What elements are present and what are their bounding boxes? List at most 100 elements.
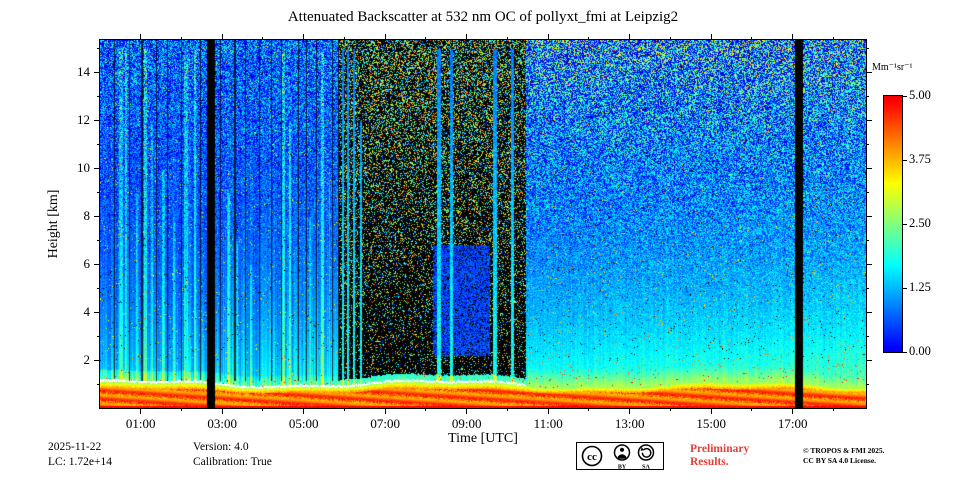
x-tick-major xyxy=(792,408,794,414)
footer-date: 2025-11-22 xyxy=(48,441,102,453)
x-tick-minor-top xyxy=(832,37,834,40)
footer-lc: LC: 1.72e+14 xyxy=(48,456,112,468)
copyright-note: © TROPOS & FMI 2025. CC BY SA 4.0 Licens… xyxy=(803,446,885,466)
x-tick-major xyxy=(140,408,142,414)
x-tick-major-top xyxy=(547,34,549,40)
x-tick-label: 17:00 xyxy=(777,416,808,431)
x-tick-minor-top xyxy=(425,37,427,40)
x-tick-major xyxy=(547,408,549,414)
preliminary-line2: Results. xyxy=(690,456,729,468)
x-tick-minor-top xyxy=(751,37,753,40)
x-tick-minor-top xyxy=(588,37,590,40)
footer-calibration: Calibration: True xyxy=(193,456,272,468)
sa-arrow-head xyxy=(640,447,645,451)
y-tick-major-right xyxy=(866,359,872,361)
plot-title: Attenuated Backscatter at 532 nm OC of p… xyxy=(287,9,679,25)
x-tick-minor xyxy=(832,408,834,411)
y-tick-label: 8 xyxy=(83,208,91,224)
sa-label: SA xyxy=(642,465,650,471)
y-axis-label: Height [km] xyxy=(46,189,61,259)
copyright-line2: CC BY SA 4.0 License. xyxy=(803,456,877,465)
x-tick-minor xyxy=(588,408,590,411)
y-tick-major-right xyxy=(866,311,872,313)
x-tick-minor xyxy=(425,408,427,411)
y-tick-minor-right xyxy=(866,95,869,97)
colorbar-tick xyxy=(903,223,907,225)
x-tick-label: 07:00 xyxy=(370,416,401,431)
x-tick-major xyxy=(384,408,386,414)
x-tick-minor-top xyxy=(262,37,264,40)
y-tick-minor xyxy=(97,287,100,289)
y-tick-label: 2 xyxy=(83,352,91,368)
y-tick-major-right xyxy=(866,119,872,121)
x-tick-label: 15:00 xyxy=(696,416,726,431)
colorbar-tick xyxy=(903,351,907,353)
x-tick-major xyxy=(221,408,223,414)
x-tick-major-top xyxy=(221,34,223,40)
y-tick-minor xyxy=(97,239,100,241)
y-tick-minor-right xyxy=(866,287,869,289)
y-tick-major xyxy=(94,359,100,361)
colorbar-tick-label: 5.00 xyxy=(909,88,931,102)
x-tick-label: 13:00 xyxy=(614,416,645,431)
x-tick-major-top xyxy=(303,34,305,40)
x-tick-minor xyxy=(343,408,345,411)
y-tick-major-right xyxy=(866,263,872,265)
x-tick-label: 05:00 xyxy=(288,416,319,431)
x-tick-major-top xyxy=(466,34,468,40)
x-tick-minor-top xyxy=(343,37,345,40)
x-tick-major xyxy=(710,408,712,414)
x-tick-major xyxy=(466,408,468,414)
x-tick-label: 01:00 xyxy=(125,416,156,431)
y-tick-label: 6 xyxy=(83,256,91,272)
y-tick-minor xyxy=(97,335,100,337)
x-tick-minor-top xyxy=(669,37,671,40)
y-tick-major-right xyxy=(866,71,872,73)
cc-icon xyxy=(581,445,603,467)
y-tick-major xyxy=(94,71,100,73)
x-tick-major-top xyxy=(710,34,712,40)
y-tick-minor xyxy=(97,191,100,193)
colorbar-canvas xyxy=(884,96,902,352)
colorbar-tick-label: 3.75 xyxy=(909,152,931,166)
colorbar-tick-label: 1.25 xyxy=(909,280,931,294)
y-tick-minor-right xyxy=(866,239,869,241)
x-tick-label: 11:00 xyxy=(533,416,563,431)
y-tick-label: 4 xyxy=(83,304,91,320)
x-tick-minor xyxy=(751,408,753,411)
plot-frame xyxy=(99,39,867,409)
x-tick-minor-top xyxy=(506,37,508,40)
y-tick-major xyxy=(94,215,100,217)
by-person-icon xyxy=(613,444,631,461)
y-tick-label: 12 xyxy=(77,112,90,128)
y-tick-label: 14 xyxy=(77,64,90,80)
y-tick-minor xyxy=(97,95,100,97)
y-tick-major xyxy=(94,167,100,169)
preliminary-line1: Preliminary xyxy=(690,443,750,455)
sa-icon xyxy=(637,444,655,461)
x-tick-major-top xyxy=(629,34,631,40)
y-tick-minor xyxy=(97,47,100,49)
x-tick-minor-top xyxy=(180,37,182,40)
y-tick-minor xyxy=(97,143,100,145)
y-tick-major xyxy=(94,263,100,265)
sa-arrow xyxy=(641,447,652,458)
x-tick-major xyxy=(629,408,631,414)
colorbar-tick-label: 2.50 xyxy=(909,216,931,230)
colorbar-tick xyxy=(903,287,907,289)
footer-version: Version: 4.0 xyxy=(193,441,249,453)
x-tick-minor xyxy=(669,408,671,411)
y-tick-minor xyxy=(97,383,100,385)
y-tick-minor-right xyxy=(866,335,869,337)
preliminary-note: Preliminary Results. xyxy=(690,443,749,469)
y-tick-major-right xyxy=(866,167,872,169)
colorbar-tick xyxy=(903,159,907,161)
x-tick-minor xyxy=(180,408,182,411)
by-person-body xyxy=(617,454,627,459)
x-axis-label: Time [UTC] xyxy=(448,431,518,446)
x-tick-major-top xyxy=(140,34,142,40)
x-tick-minor xyxy=(506,408,508,411)
y-tick-major-right xyxy=(866,215,872,217)
colorbar-tick xyxy=(903,95,907,97)
